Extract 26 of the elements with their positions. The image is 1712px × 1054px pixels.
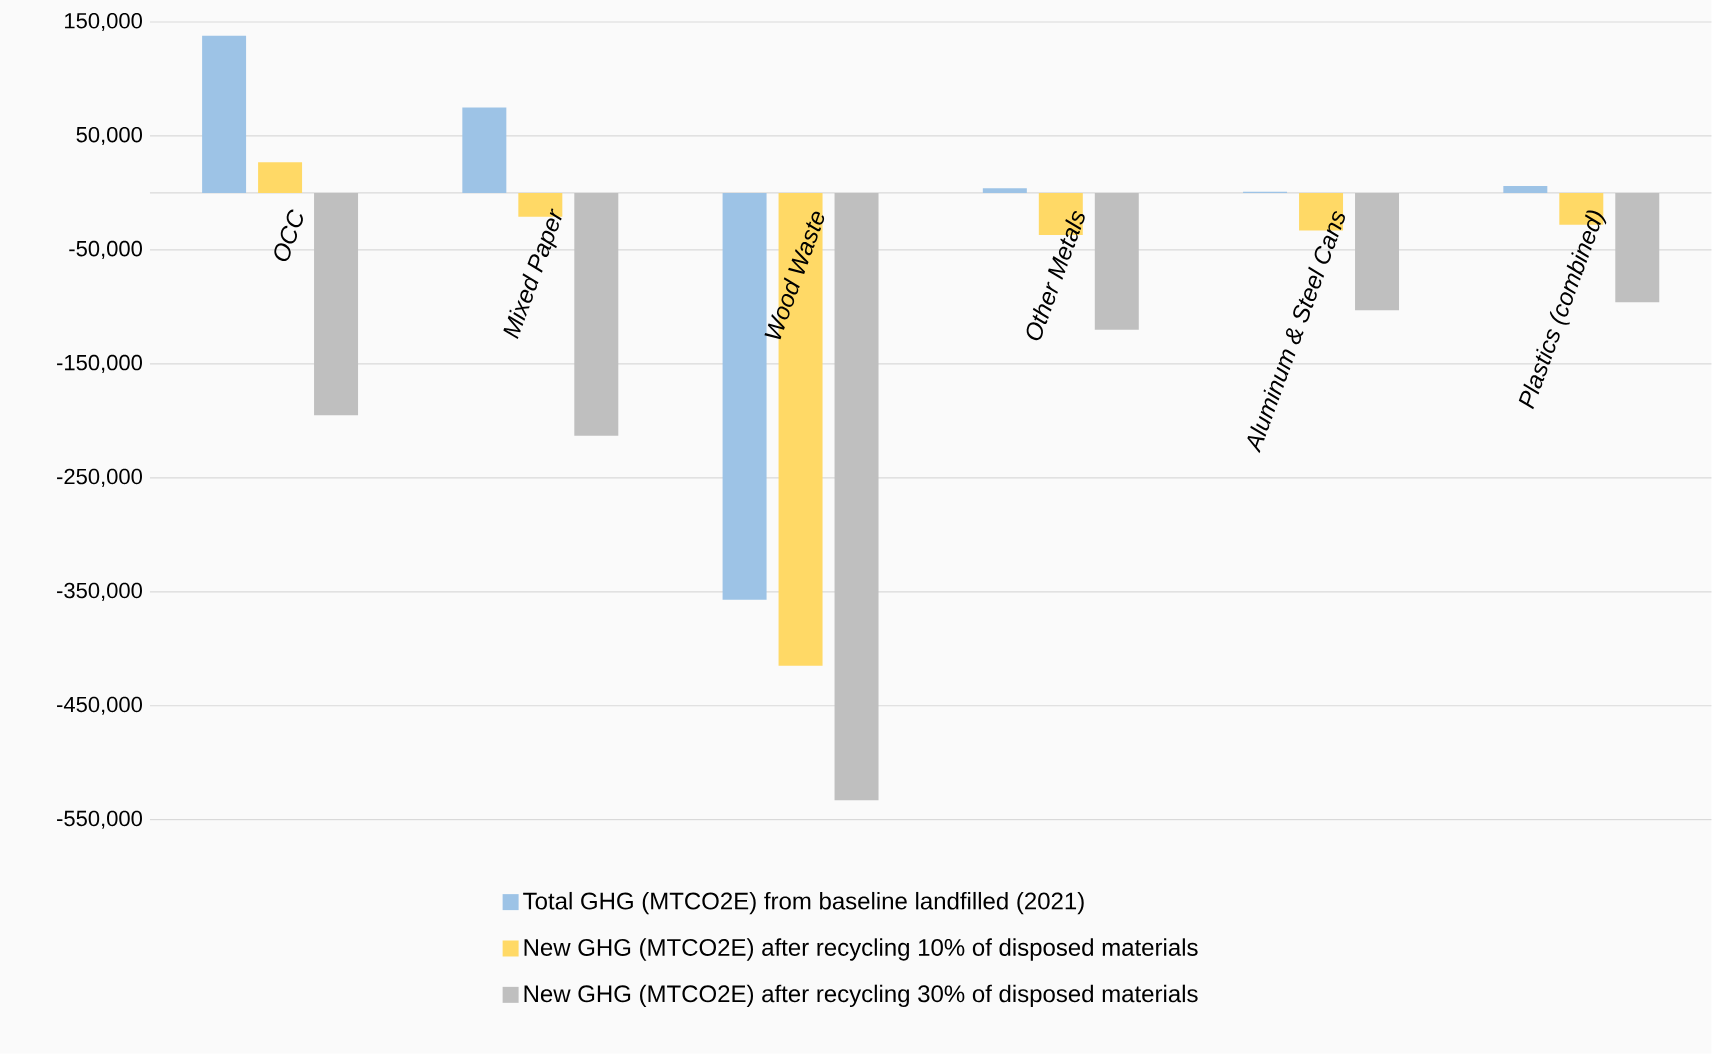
legend-label: New GHG (MTCO2E) after recycling 10% of disposed materials: [524, 938, 1198, 961]
bar: [1503, 186, 1548, 194]
bar: [202, 35, 247, 194]
y-tick-label: -50,000: [69, 241, 142, 260]
legend-label: Total GHG (MTCO2E) from baseline landfilled (2021): [523, 892, 1084, 915]
bar: [1355, 193, 1400, 311]
bar: [314, 193, 359, 416]
y-tick-label: 50,000: [76, 127, 142, 146]
x-tick-label: Wood Waste: [764, 211, 825, 340]
bar: [982, 188, 1027, 194]
y-tick-label: 150,000: [65, 13, 142, 32]
y-tick-label: -150,000: [57, 354, 142, 374]
bar: [462, 107, 507, 194]
bar: [834, 193, 879, 801]
y-tick-label: -450,000: [57, 696, 142, 716]
bar: [574, 193, 619, 436]
bar: [258, 162, 303, 194]
legend-label: New GHG (MTCO2E) after recycling 30% of disposed materials: [524, 984, 1198, 1008]
x-tick-label: OCC: [274, 209, 303, 262]
bar: [1615, 193, 1660, 303]
y-tick-label: -550,000: [57, 810, 142, 829]
y-tick-label: -250,000: [57, 468, 142, 488]
x-tick-label: Other Metals: [1026, 211, 1085, 341]
x-tick-label: Mixed Paper: [503, 208, 562, 340]
bar: [1094, 193, 1139, 330]
y-tick-label: -350,000: [57, 582, 142, 602]
